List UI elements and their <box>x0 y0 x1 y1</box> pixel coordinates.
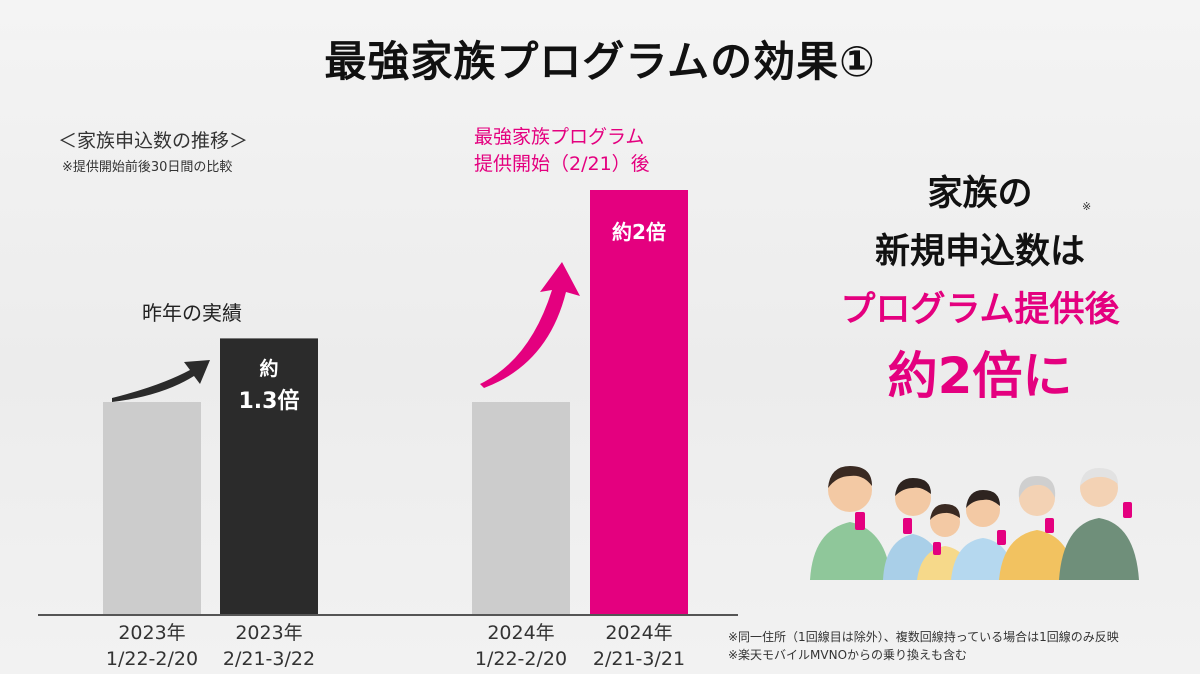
family-illustration <box>810 466 1139 580</box>
slide-title: 最強家族プログラムの効果① <box>324 37 876 86</box>
headline-block: 家族の 新規申込数は プログラム提供後 約2倍に <box>790 165 1170 413</box>
growth-arrow-2023 <box>112 360 210 402</box>
bar-4-data-label-line1: 約2倍 <box>612 220 666 244</box>
x-tick-label-4-year: 2024年 <box>605 622 673 644</box>
headline-line2: 新規申込数は <box>874 232 1085 272</box>
bar-3 <box>472 402 570 614</box>
x-tick-label-2-year: 2023年 <box>235 622 303 644</box>
bar-2-data-label: 約 1.3倍 <box>220 354 318 415</box>
growth-arrow-2024 <box>480 262 580 388</box>
footnote-1: ※同一住所（1回線目は除外）、複数回線持っている場合は1回線のみ反映 <box>728 630 1119 644</box>
program-label-line2: 提供開始（2/21）後 <box>474 153 650 175</box>
x-tick-label-1-year: 2023年 <box>118 622 186 644</box>
x-tick-label-3-period: 1/22-2/20 <box>474 648 568 670</box>
headline-footnote-mark: ※ <box>1082 200 1092 213</box>
x-tick-label-3: 2024年 1/22-2/20 <box>446 620 596 672</box>
bar-chart <box>103 190 688 614</box>
bar-4 <box>590 190 688 614</box>
person-4-illustration <box>951 490 1015 580</box>
headline-line1: 家族の <box>927 174 1033 214</box>
person-1-illustration <box>810 466 891 580</box>
footnote-2: ※楽天モバイルMVNOからの乗り換えも含む <box>728 648 968 662</box>
x-tick-label-4: 2024年 2/21-3/21 <box>564 620 714 672</box>
x-tick-label-2: 2023年 2/21-3/22 <box>194 620 344 672</box>
program-label-line1: 最強家族プログラム <box>474 126 645 148</box>
bar-2 <box>220 338 318 614</box>
x-tick-label-3-year: 2024年 <box>487 622 555 644</box>
x-tick-label-1-period: 1/22-2/20 <box>105 648 199 670</box>
x-tick-label-2-period: 2/21-3/22 <box>222 648 316 670</box>
program-start-label: 最強家族プログラム 提供開始（2/21）後 <box>474 124 650 178</box>
chart-subtitle: ＜家族申込数の推移＞ <box>58 130 249 152</box>
x-tick-label-4-period: 2/21-3/21 <box>592 648 686 670</box>
bar-2-data-label-line1: 約 <box>259 358 279 381</box>
bar-4-data-label: 約2倍 <box>590 216 688 245</box>
headline-line4: 約2倍に <box>887 347 1073 405</box>
headline-line3: プログラム提供後 <box>840 290 1120 330</box>
chart-baseline <box>38 614 738 616</box>
bar-2-data-label-line2: 1.3倍 <box>238 389 300 415</box>
bar-1 <box>103 402 201 614</box>
chart-note: ※提供開始前後30日間の比較 <box>62 160 233 175</box>
person-5-illustration <box>999 476 1075 580</box>
person-6-illustration <box>1059 468 1139 580</box>
last-year-label: 昨年の実績 <box>142 301 242 325</box>
x-tick-label-1: 2023年 1/22-2/20 <box>77 620 227 672</box>
footnotes: ※同一住所（1回線目は除外）、複数回線持っている場合は1回線のみ反映 ※楽天モバ… <box>728 628 1119 664</box>
